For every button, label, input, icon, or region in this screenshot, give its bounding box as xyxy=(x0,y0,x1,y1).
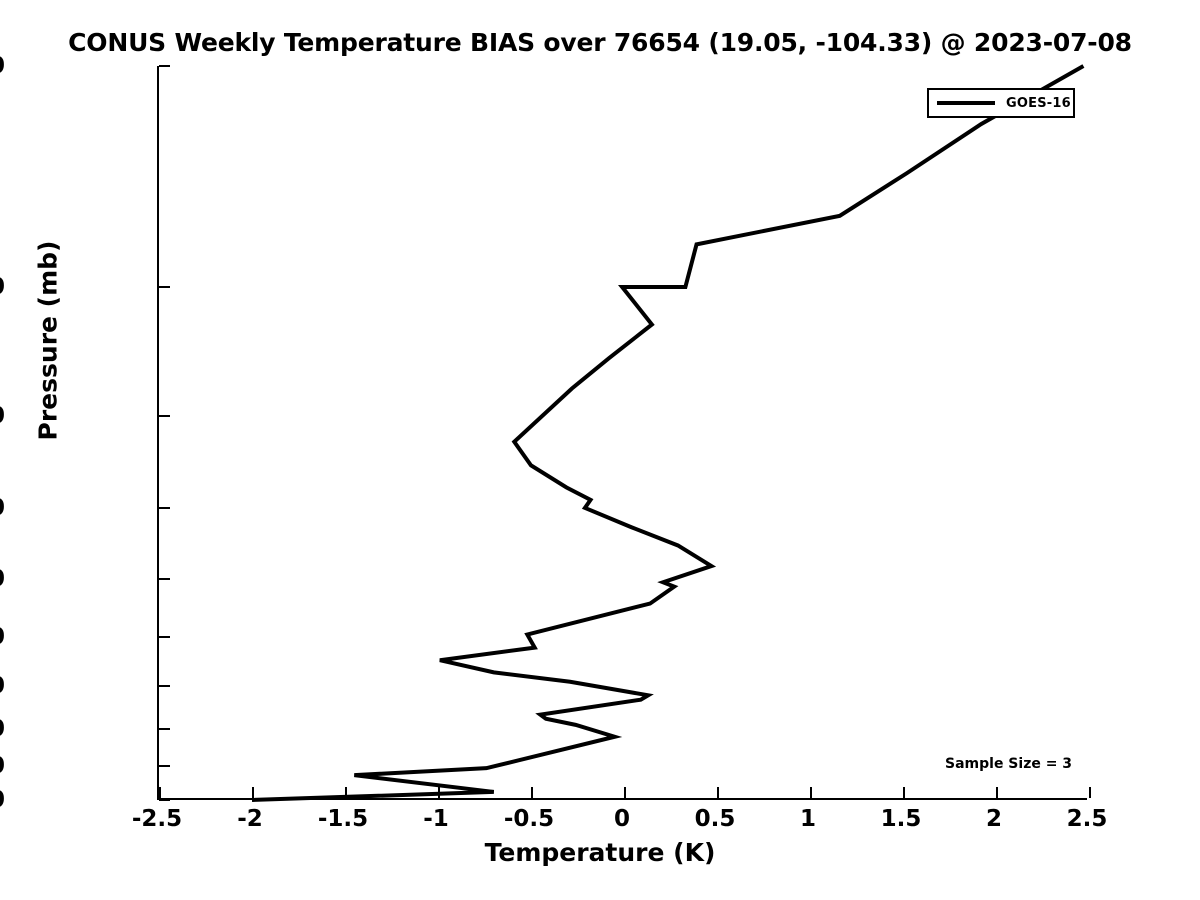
y-axis-tick-label: 900 xyxy=(0,753,5,779)
x-axis-tick-mark xyxy=(159,787,161,798)
x-axis-label: Temperature (K) xyxy=(484,838,716,867)
y-axis-tick-mark xyxy=(159,727,170,730)
y-axis-tick-label: 700 xyxy=(0,673,5,699)
sample-size-annotation: Sample Size = 3 xyxy=(945,756,1073,772)
x-axis-tick-label: 2 xyxy=(985,806,1003,832)
x-axis-tick-label: -1.5 xyxy=(317,806,369,832)
x-axis-tick-mark xyxy=(531,787,533,798)
x-axis-tick-mark xyxy=(252,787,254,798)
y-axis-tick-mark xyxy=(159,285,170,288)
y-axis-tick-mark xyxy=(159,578,170,581)
x-axis-tick-label: -0.5 xyxy=(503,806,555,832)
y-axis-tick-mark xyxy=(159,506,170,509)
x-axis-tick-label: 0.5 xyxy=(694,806,736,832)
y-axis-tick-label: 100 xyxy=(0,53,5,79)
y-axis-tick-label: 500 xyxy=(0,566,5,592)
x-axis-tick-mark xyxy=(1089,787,1091,798)
x-axis-tick-label: -2.5 xyxy=(131,806,183,832)
x-axis-tick-label: -2 xyxy=(237,806,263,832)
y-axis-tick-label: 1000 xyxy=(0,787,5,813)
x-axis-tick-mark xyxy=(345,787,347,798)
x-axis-tick-label: 0 xyxy=(613,806,631,832)
series-line-goes-16 xyxy=(251,64,1085,802)
y-axis-tick-mark xyxy=(159,415,170,418)
x-axis-tick-label: 1.5 xyxy=(880,806,922,832)
x-axis-tick-mark xyxy=(996,787,998,798)
y-axis-label: Pressure (mb) xyxy=(33,240,63,441)
y-axis-tick-mark xyxy=(159,636,170,639)
y-axis-tick-mark xyxy=(159,799,170,801)
y-axis-tick-label: 200 xyxy=(0,274,5,300)
x-axis-tick-mark xyxy=(810,787,812,798)
legend-line-swatch xyxy=(937,101,995,105)
page-title: CONUS Weekly Temperature BIAS over 76654… xyxy=(68,28,1132,57)
data-plot xyxy=(251,64,1085,802)
legend-label-goes-16: GOES-16 xyxy=(1006,95,1071,111)
x-axis-tick-mark xyxy=(438,787,440,798)
x-axis-tick-mark xyxy=(903,787,905,798)
x-axis-tick-label: 2.5 xyxy=(1066,806,1108,832)
x-axis-tick-label: -1 xyxy=(423,806,449,832)
chart-legend: GOES-16 xyxy=(927,88,1075,118)
y-axis-tick-label: 800 xyxy=(0,716,5,742)
x-axis-tick-label: 1 xyxy=(799,806,817,832)
x-axis-tick-mark xyxy=(717,787,719,798)
y-axis-tick-mark xyxy=(159,765,170,768)
x-axis-tick-mark xyxy=(624,787,626,798)
y-axis-tick-mark xyxy=(159,65,170,67)
y-axis-tick-label: 600 xyxy=(0,624,5,650)
y-axis-tick-label: 300 xyxy=(0,403,5,429)
y-axis-tick-label: 400 xyxy=(0,495,5,521)
plot-area: GOES-16 Sample Size = 3 xyxy=(157,64,1091,802)
y-axis-tick-mark xyxy=(159,685,170,688)
